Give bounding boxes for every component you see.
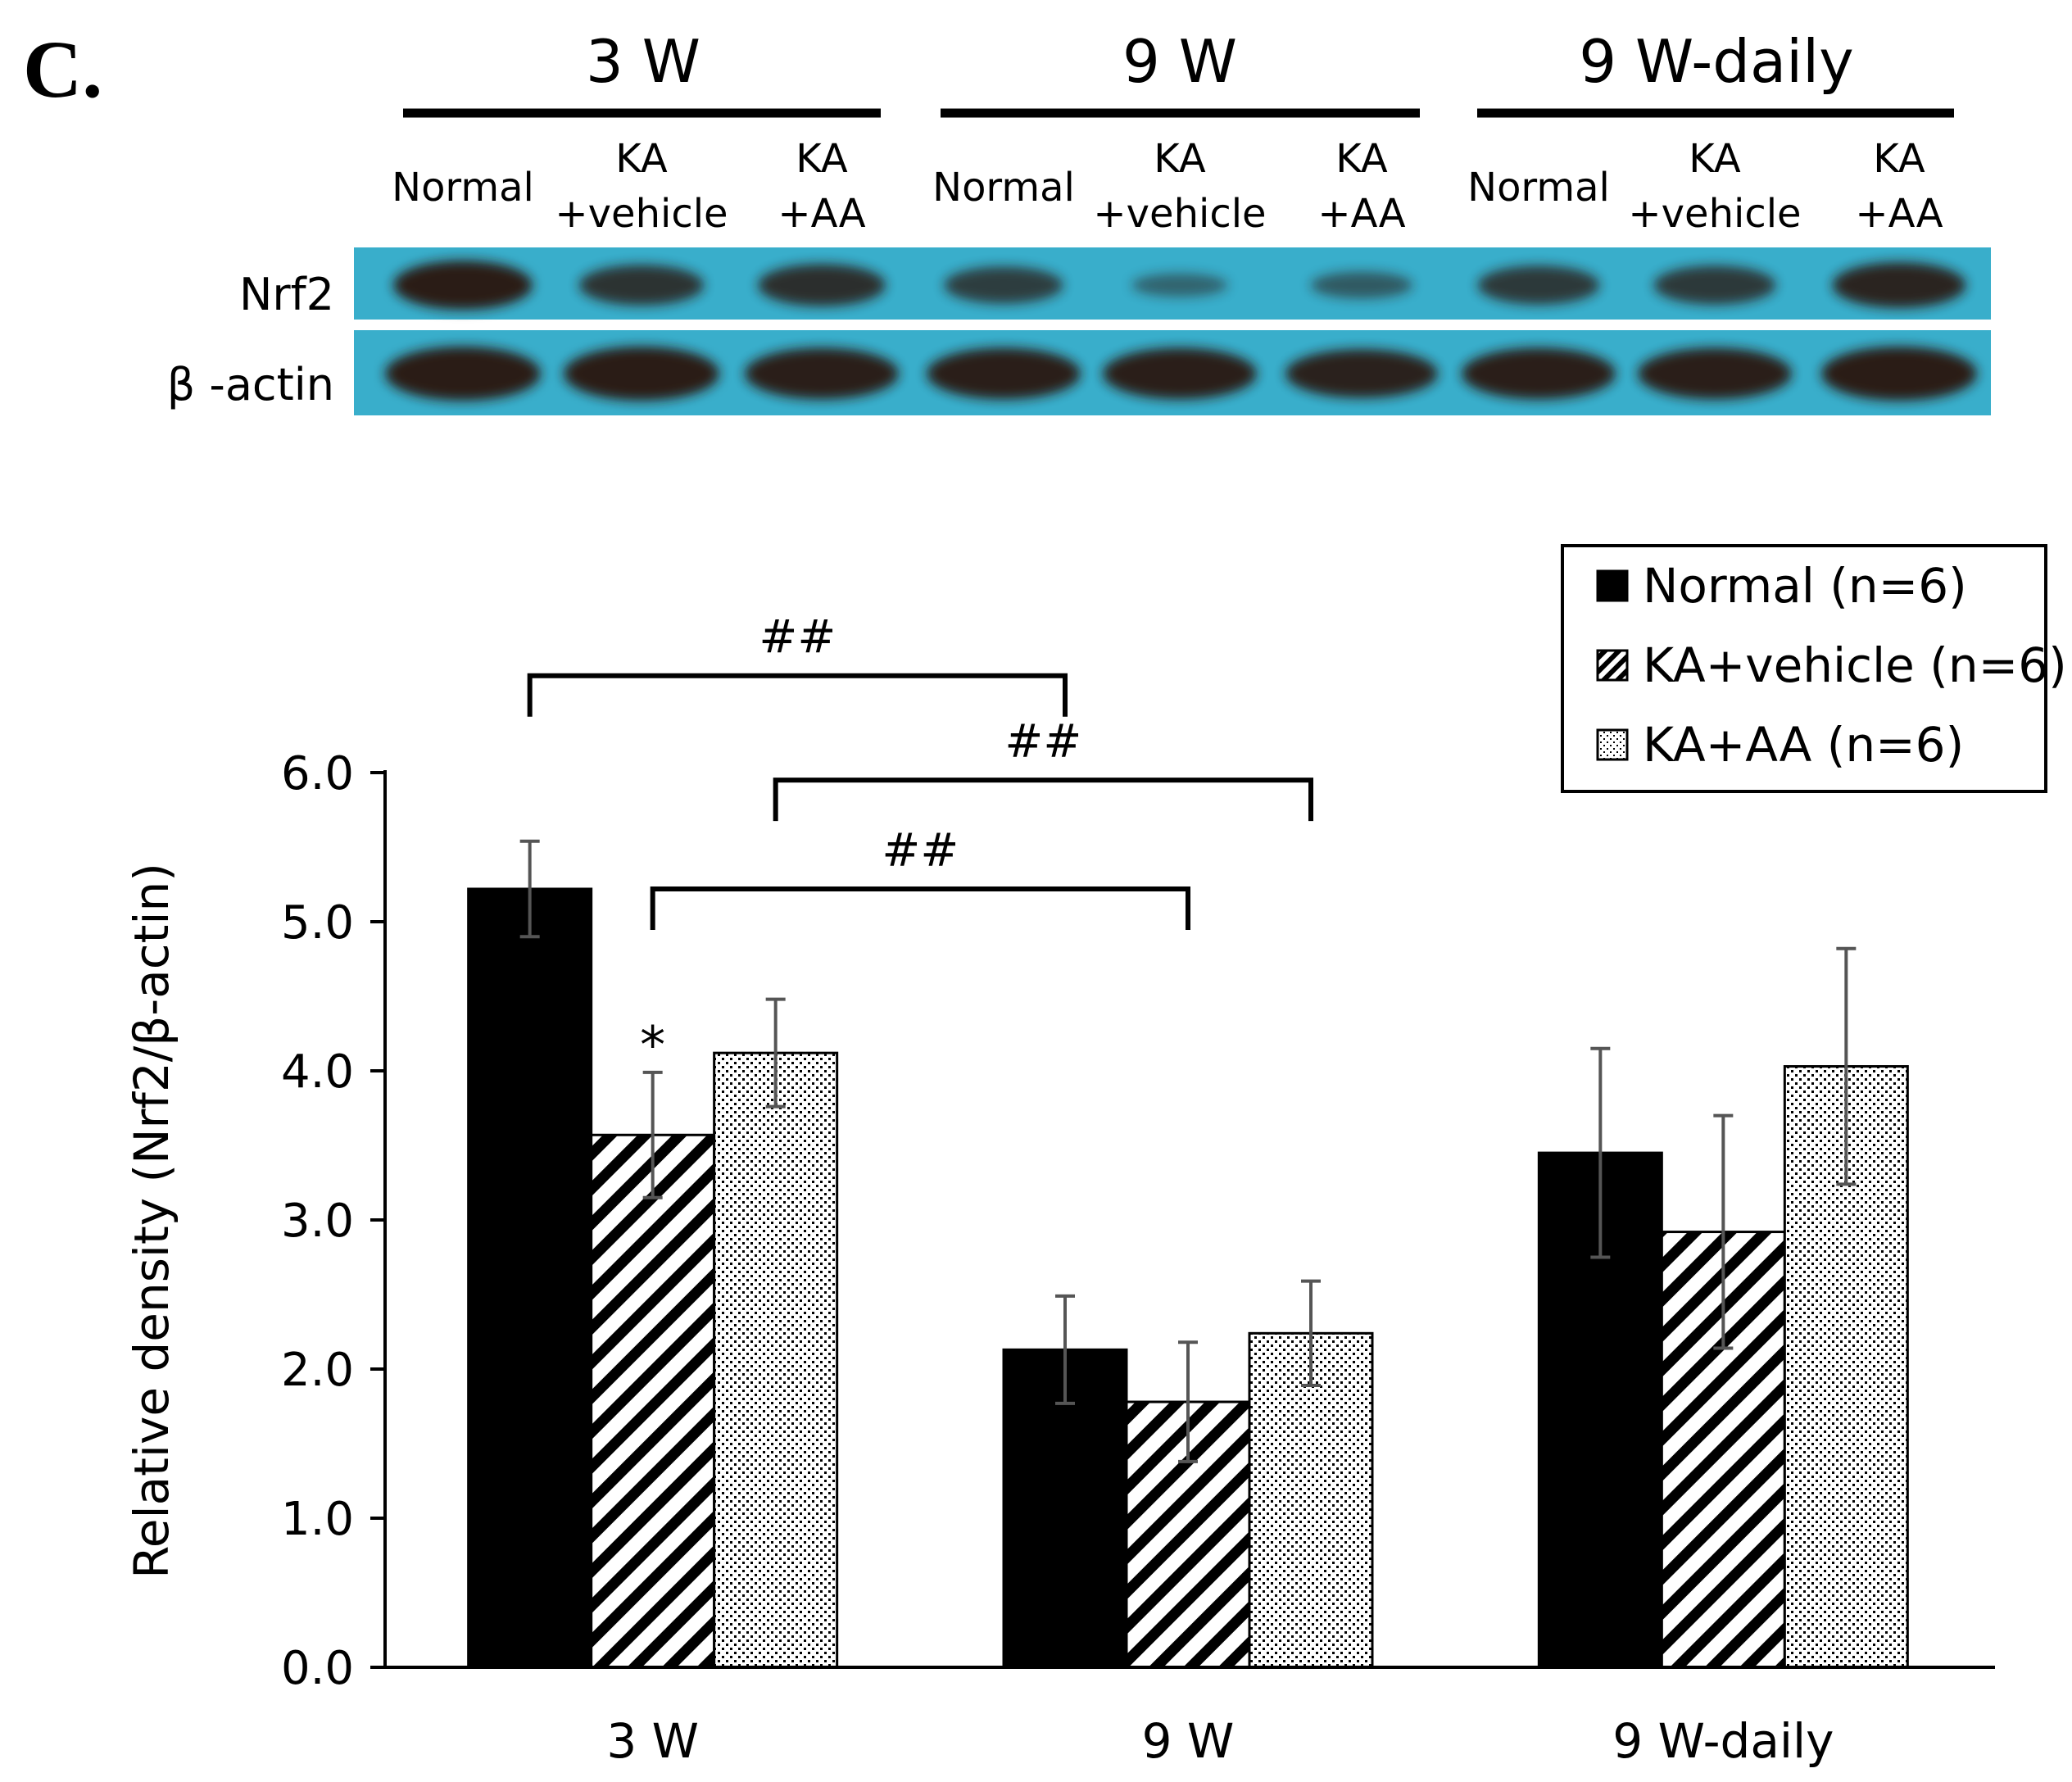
band-actin: [1821, 347, 1977, 401]
legend-items: Normal (n=6) KA+vehicle (n=6) KA+AA (n=6): [1596, 558, 2067, 773]
legend-swatch: [1596, 569, 1629, 602]
blot-lane-label-line1: Normal: [1467, 165, 1610, 211]
band-actin: [385, 347, 541, 401]
blot-group-headers: 3 W 9 W 9 W-daily: [403, 27, 1954, 118]
significance-bracket: [773, 778, 1313, 822]
blot-lane-label-line1: Normal: [932, 165, 1075, 211]
band-actin: [1103, 347, 1257, 400]
blot-lane-label-line2: +AA: [1317, 191, 1405, 237]
significance-bracket: [650, 886, 1190, 930]
blot-lane-label-line1: KA: [1335, 136, 1388, 182]
bar: [1248, 1331, 1374, 1669]
blot-lane-label-line1: KA: [615, 136, 668, 182]
legend-swatch: [1596, 728, 1629, 761]
error-bars: [519, 839, 1857, 1463]
legend-label: KA+vehicle (n=6): [1643, 637, 2067, 693]
bar: [467, 887, 593, 1669]
blot-row-label-nrf2: Nrf2: [239, 269, 334, 320]
blot-lane-label-line2: +AA: [778, 191, 865, 237]
band-actin: [745, 347, 899, 400]
band-nrf2: [1832, 262, 1966, 308]
legend: Normal (n=6) KA+vehicle (n=6) KA+AA (n=6): [1561, 544, 2067, 793]
y-tick-label: 4.0: [281, 1045, 354, 1099]
legend-swatch: [1596, 649, 1629, 682]
bar: [1125, 1400, 1251, 1669]
band-nrf2: [1310, 271, 1413, 299]
band-actin: [1638, 347, 1792, 400]
panel-label: C.: [23, 24, 102, 115]
blot-group-label: 9 W-daily: [1579, 27, 1853, 96]
band-actin: [927, 347, 1081, 400]
significance-bracket-label: ##: [882, 824, 959, 877]
blot-lane-label-line1: KA: [796, 136, 848, 182]
band-nrf2: [1477, 265, 1600, 305]
y-tick-label: 0.0: [281, 1642, 354, 1695]
x-tick-label: 9 W: [1142, 1713, 1235, 1769]
significance-bracket-label: ##: [759, 611, 836, 664]
band-nrf2: [1131, 273, 1228, 297]
blot-group-label: 3 W: [586, 27, 700, 96]
blot-lane-label-line1: KA: [1873, 136, 1925, 182]
band-nrf2: [1653, 265, 1776, 305]
significance-star: *: [640, 1015, 665, 1075]
blot-lane-label-line1: KA: [1689, 136, 1741, 182]
y-tick-label: 1.0: [281, 1493, 354, 1546]
x-tick-label: 9 W-daily: [1612, 1713, 1834, 1769]
blot-lane-label-line1: Normal: [392, 165, 534, 211]
y-axis-ticks: 0.0 1.0 2.0 3.0 4.0 5.0 6.0: [281, 747, 385, 1695]
blot-group-label: 9 W: [1122, 27, 1237, 96]
blot-lane-label-line2: +vehicle: [555, 191, 728, 237]
y-tick-label: 6.0: [281, 747, 354, 800]
blot-row-label-actin: β -actin: [167, 359, 334, 410]
bar: [713, 1051, 839, 1669]
blot-lane-label-line2: +AA: [1855, 191, 1943, 237]
bar: [590, 1133, 716, 1669]
y-axis-title: Relative density (Nrf2/β-actin): [124, 863, 179, 1579]
blot-lane-label-line2: +vehicle: [1093, 191, 1266, 237]
band-nrf2: [758, 264, 886, 306]
band-nrf2: [393, 261, 533, 310]
significance-annotations: * ## ## ##: [527, 611, 1313, 1075]
band-actin: [1462, 347, 1616, 400]
blot-lane-labels: Normal KA +vehicle KA +AA Normal KA +vehicle KA +…: [392, 136, 1943, 237]
band-actin: [1285, 349, 1438, 398]
significance-bracket: [527, 673, 1068, 717]
legend-label: Normal (n=6): [1643, 558, 1967, 614]
band-nrf2: [578, 265, 705, 306]
band-nrf2: [944, 266, 1063, 304]
blot-lane-label-line2: +vehicle: [1628, 191, 1801, 237]
blot-lane-label-line1: KA: [1154, 136, 1206, 182]
x-axis-category-labels: 3 W 9 W 9 W-daily: [606, 1713, 1834, 1769]
x-tick-label: 3 W: [606, 1713, 699, 1769]
y-tick-label: 3.0: [281, 1195, 354, 1248]
band-actin: [564, 347, 719, 401]
blot-bands: [385, 261, 1977, 401]
legend-label: KA+AA (n=6): [1643, 717, 1964, 773]
significance-bracket-label: ##: [1004, 715, 1081, 769]
legend-box: [1561, 544, 2047, 793]
y-tick-label: 5.0: [281, 896, 354, 950]
bars: [467, 887, 1909, 1669]
bar-chart: 0.0 1.0 2.0 3.0 4.0 5.0 6.0 3 W 9 W 9 W-daily Re…: [124, 611, 1995, 1769]
y-tick-label: 2.0: [281, 1344, 354, 1397]
